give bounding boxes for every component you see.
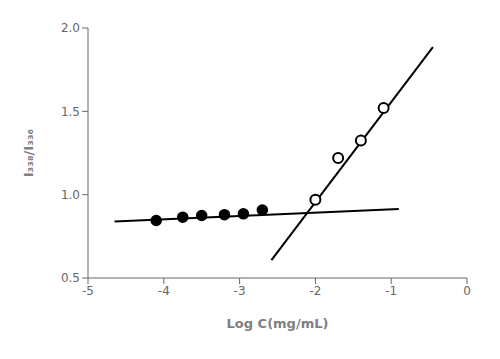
svg-text:0.5: 0.5 [61,271,80,285]
svg-text:-2: -2 [309,284,321,298]
svg-text:I₃₃₈/I₃₃₆: I₃₃₈/I₃₃₆ [21,128,36,177]
svg-text:-4: -4 [158,284,170,298]
svg-text:2.0: 2.0 [61,21,80,35]
svg-text:0: 0 [463,284,471,298]
svg-text:-1: -1 [385,284,397,298]
svg-text:1.5: 1.5 [61,105,80,119]
svg-text:Log C(mg/mL): Log C(mg/mL) [227,316,329,331]
svg-text:-3: -3 [234,284,246,298]
svg-text:-5: -5 [82,284,94,298]
svg-text:1.0: 1.0 [61,188,80,202]
